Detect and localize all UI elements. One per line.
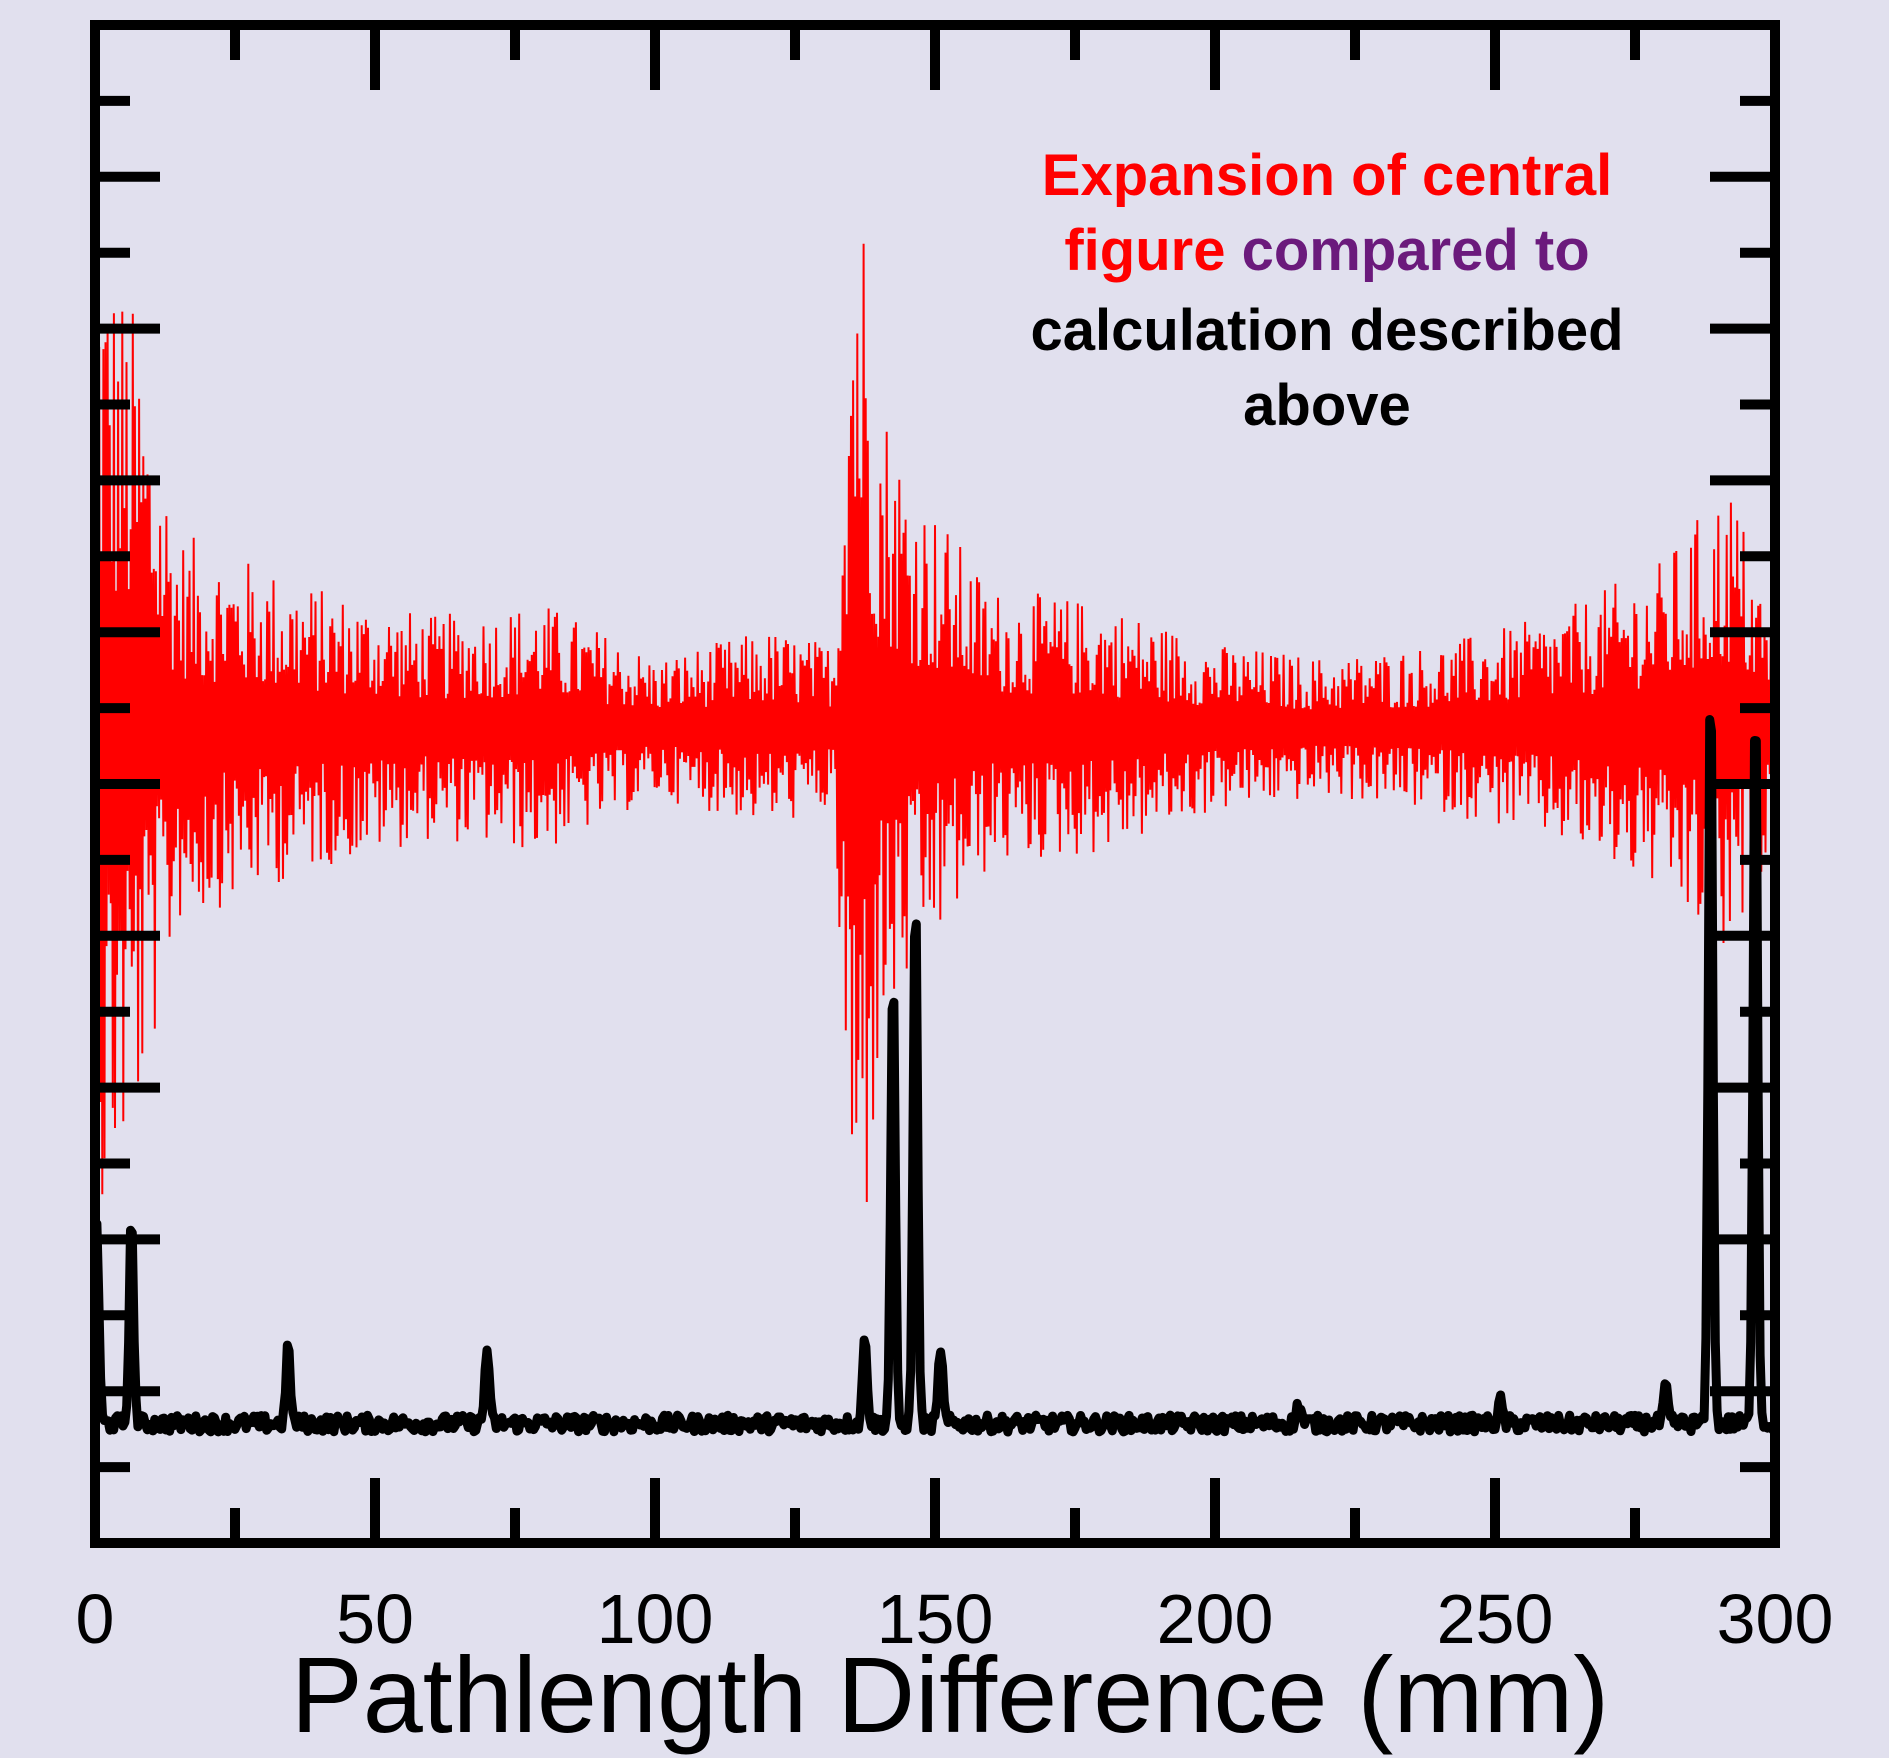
x-tick-label: 0 [76, 1580, 115, 1658]
x-tick-label: 200 [1157, 1580, 1274, 1658]
x-tick-labels: 0 50 100 150 200 250 300 [76, 1580, 1834, 1658]
axis-ticks [90, 25, 1780, 1543]
x-tick-label: 250 [1437, 1580, 1554, 1658]
series-1-line [94, 243, 1776, 1273]
annotation-line-2: figure compared to [1064, 218, 1589, 283]
x-tick-label: 300 [1717, 1580, 1834, 1658]
x-tick-label: 100 [597, 1580, 714, 1658]
annotation-line-2-purple: compared to [1242, 218, 1590, 283]
annotation-line-4: above [1243, 373, 1411, 438]
annotation-block: Expansion of central figure compared to … [1030, 143, 1623, 438]
x-tick-label: 50 [336, 1580, 414, 1658]
annotation-line-3: calculation described [1030, 298, 1623, 363]
x-tick-label: 150 [877, 1580, 994, 1658]
annotation-line-1: Expansion of central [1042, 143, 1612, 208]
series-2-line [90, 715, 1780, 1437]
x-axis-title: Pathlength Difference (mm) [291, 1634, 1610, 1755]
plot-area [90, 243, 1780, 1437]
annotation-line-2-red: figure [1064, 218, 1225, 283]
